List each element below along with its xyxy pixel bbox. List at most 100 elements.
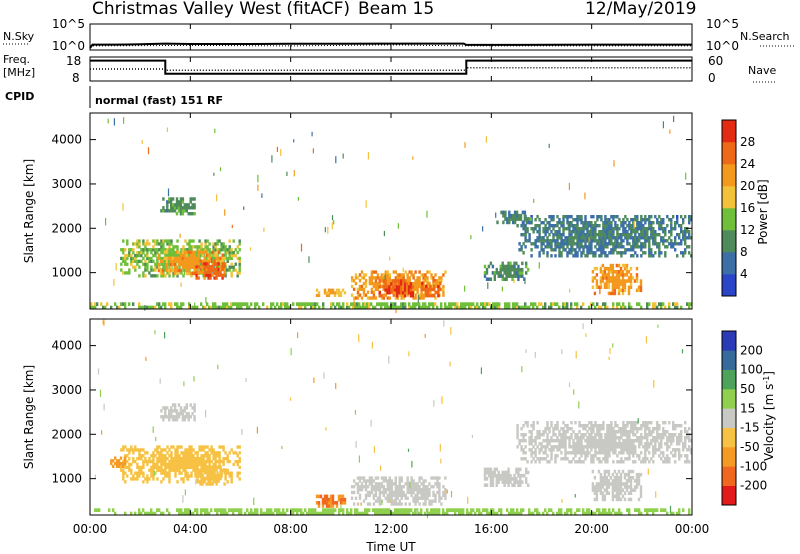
power-cell [574,251,577,255]
velocity-cell [684,454,687,458]
velocity-cell [154,462,157,467]
power-cell [507,264,510,269]
velocity-cell [596,424,599,428]
power-cell [207,276,210,280]
power-cell [568,224,571,228]
velocity-cell [615,488,619,492]
velocity-cell [162,459,165,464]
power-cell [504,213,507,218]
station-title: Christmas Valley West (fitACF) [92,0,350,19]
power-cell [690,302,693,306]
velocity-cell [631,476,635,480]
velocity-cell [566,511,569,516]
velocity-cell [634,439,637,443]
velocity-cell [182,459,185,464]
power-cell [492,302,495,306]
power-cell [154,262,157,266]
power-cell [536,215,539,219]
power-cell [668,305,671,310]
velocity-cell [402,493,405,497]
velocity-cell [216,459,219,464]
velocity-cell [507,467,510,472]
power-cell [509,261,512,266]
velocity-cell [214,454,217,458]
power-cell [497,274,500,278]
velocity-cell [590,430,593,434]
velocity-cell [156,448,159,452]
power-cell [429,293,432,298]
velocity-cell [230,477,233,481]
velocity-cell [276,511,279,516]
velocity-speckle [525,349,527,353]
velocity-cell [584,457,587,461]
velocity-cell [652,439,655,443]
power-cell [506,217,509,221]
power-cell [584,233,587,237]
velocity-cell [608,442,611,446]
power-cell [664,251,667,255]
power-cell [611,273,615,277]
velocity-cell [628,439,631,443]
power-cell [429,290,432,295]
velocity-speckle [433,400,435,407]
velocity-cell [668,436,671,440]
velocity-cell [530,439,533,443]
velocity-cell [162,418,165,422]
power-cell [562,233,565,237]
velocity-cell [654,427,657,431]
power-cell [614,248,617,252]
velocity-cell [610,433,613,437]
velocity-cell [162,454,165,458]
velocity-cell [564,424,567,428]
power-cell [684,233,687,237]
velocity-cell [178,445,181,449]
power-cell [169,259,173,263]
power-cell [122,256,125,261]
power-cell [507,267,510,272]
velocity-cell [604,442,607,446]
velocity-cell [238,451,241,455]
velocity-speckle [441,396,443,404]
velocity-cell [628,448,631,452]
velocity-cell [670,442,673,446]
velocity-cell [178,508,181,512]
velocity-cell [552,448,555,452]
velocity-cell [519,467,522,472]
power-speckle [365,200,367,208]
power-cell [538,239,541,243]
velocity-cell [160,409,163,413]
velocity-cell [173,406,177,410]
velocity-cell [656,430,659,434]
power-cell [606,227,609,231]
velocity-cell [160,454,163,458]
velocity-cell [558,508,561,512]
velocity-cell [566,436,569,440]
power-cell [196,248,199,252]
velocity-cell [166,462,169,467]
velocity-speckle [521,366,523,373]
power-speckle [599,286,601,295]
power-cell [416,302,419,306]
velocity-speckle [99,389,102,397]
velocity-cell [560,439,563,443]
velocity-cell [662,433,665,437]
velocity-cell [662,427,665,431]
velocity-cell [678,511,681,516]
velocity-cell [546,511,549,516]
power-cell [672,242,675,246]
velocity-cell [438,488,441,492]
power-cell [162,206,165,210]
power-cell [511,267,514,272]
velocity-cell [564,430,567,434]
power-cell [190,248,193,252]
power-cell [120,302,123,306]
velocity-cell [190,454,193,458]
power-cell [216,239,219,243]
power-cell [199,270,202,274]
velocity-cell [524,439,527,443]
power-cell [170,242,173,246]
power-cell [444,270,447,274]
velocity-speckle [183,381,185,387]
power-cell [162,245,165,249]
power-cell [562,221,565,225]
